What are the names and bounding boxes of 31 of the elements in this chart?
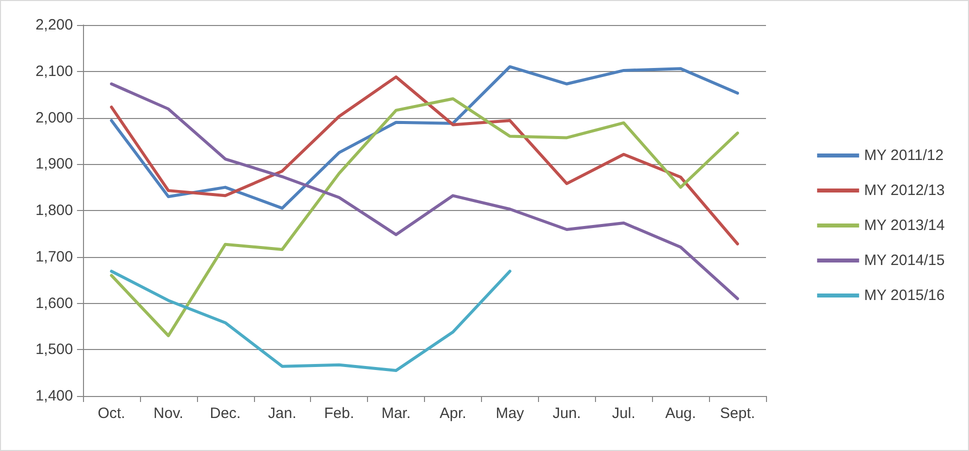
line-series <box>110 65 740 210</box>
line-series <box>110 82 740 300</box>
x-tick-label: May <box>496 405 525 422</box>
x-tick-label: Nov. <box>154 405 184 422</box>
legend-label: MY 2014/15 <box>864 252 945 269</box>
legend-label: MY 2015/16 <box>864 287 945 304</box>
y-tick-label: 1,800 <box>35 202 73 219</box>
x-tick-label: Jul. <box>612 405 636 422</box>
x-tick-label: Dec. <box>210 405 241 422</box>
y-tick-label: 2,000 <box>35 109 73 126</box>
legend-label: MY 2011/12 <box>864 147 944 164</box>
y-tick-label: 1,600 <box>35 294 73 312</box>
y-tick-label: 1,900 <box>35 156 73 173</box>
legend-label: MY 2012/13 <box>864 182 945 199</box>
y-tick-label: 2,200 <box>35 16 73 34</box>
x-tick-label: Feb. <box>324 405 354 422</box>
x-tick-label: Mar. <box>381 405 411 422</box>
x-tick-label: Aug. <box>665 405 696 422</box>
y-tick-label: 1,400 <box>35 388 73 404</box>
x-tick-label: Jan. <box>268 405 296 422</box>
y-tick-label: 1,700 <box>35 248 73 266</box>
x-tick-label: Jun. <box>552 405 581 422</box>
line-series <box>110 75 740 246</box>
x-tick-label: Sept. <box>720 405 756 422</box>
line-series <box>110 270 512 372</box>
line-series <box>110 97 740 338</box>
x-tick-label: Oct. <box>98 405 126 422</box>
x-tick-label: Apr. <box>440 405 466 422</box>
y-tick-label: 2,100 <box>35 62 73 80</box>
y-tick-label: 1,500 <box>35 341 73 358</box>
legend-label: MY 2013/14 <box>864 217 945 234</box>
